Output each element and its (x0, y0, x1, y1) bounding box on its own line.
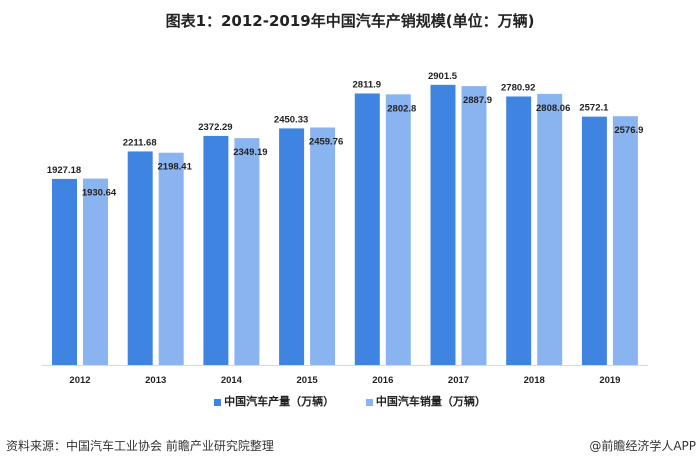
data-label: 2450.33 (274, 114, 308, 125)
bar-production-2016 (354, 93, 380, 365)
bar-production-2017 (430, 84, 456, 365)
bar-production-2019 (581, 116, 607, 365)
bar-sales-2013 (158, 152, 184, 365)
data-label: 2576.9 (614, 125, 643, 136)
data-label: 2802.8 (387, 103, 416, 114)
data-label: 2901.5 (428, 71, 458, 82)
x-tick-label: 2018 (524, 375, 545, 386)
legend-label: 中国汽车产量（万辆） (224, 395, 335, 408)
data-label: 2211.68 (123, 137, 157, 148)
data-label: 2372.29 (198, 122, 232, 133)
bar-production-2018 (506, 96, 532, 365)
data-label: 2349.19 (233, 147, 267, 158)
bar-production-2014 (203, 135, 229, 365)
data-label: 1930.64 (82, 188, 117, 199)
legend-swatch (365, 398, 373, 406)
legend-label: 中国汽车销量（万辆） (375, 395, 486, 408)
bar-sales-2014 (234, 138, 260, 365)
x-tick-label: 2019 (599, 375, 620, 386)
x-tick-label: 2016 (372, 375, 393, 386)
legend: 中国汽车产量（万辆） 中国汽车销量（万辆） (0, 393, 700, 409)
legend-item-sales: 中国汽车销量（万辆） (365, 395, 486, 408)
data-label: 2459.76 (309, 136, 343, 147)
data-label: 2198.41 (158, 162, 193, 173)
data-label: 2780.92 (501, 82, 535, 93)
x-tick-label: 2014 (221, 375, 243, 386)
data-label: 2811.9 (353, 79, 382, 90)
bar-sales-2012 (83, 178, 108, 365)
bar-production-2013 (127, 151, 153, 365)
source-note: 资料来源：中国汽车工业协会 前瞻产业研究院整理 (6, 439, 274, 453)
x-tick-label: 2015 (297, 375, 319, 386)
bar-sales-2016 (385, 94, 411, 366)
bar-sales-2017 (461, 86, 487, 365)
data-label: 2572.1 (579, 103, 609, 114)
brand-credit: @前瞻经济学人APP (589, 439, 696, 453)
bar-sales-2019 (612, 116, 638, 365)
data-label: 2808.06 (536, 103, 570, 114)
x-tick-label: 2013 (145, 375, 166, 386)
bar-production-2015 (279, 128, 305, 365)
legend-swatch (214, 398, 222, 406)
data-label: 2887.9 (463, 95, 492, 106)
bar-sales-2015 (310, 127, 336, 365)
chart-title: 图表1：2012-2019年中国汽车产销规模(单位：万辆) (165, 12, 535, 30)
x-tick-label: 2017 (448, 375, 469, 386)
bar-sales-2018 (537, 93, 563, 365)
data-label: 1927.18 (47, 165, 81, 176)
x-tick-label: 2012 (69, 375, 90, 386)
bar-production-2012 (52, 178, 77, 365)
legend-item-production: 中国汽车产量（万辆） (214, 395, 334, 408)
